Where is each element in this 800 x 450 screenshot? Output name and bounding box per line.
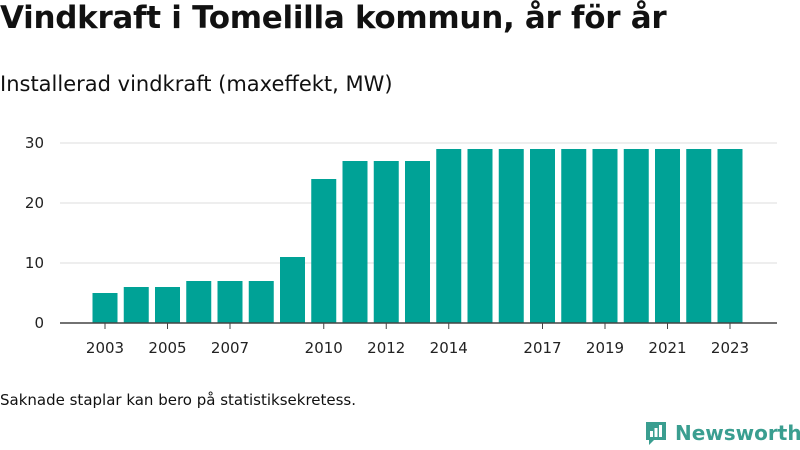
newsworthy-logo-icon (646, 422, 666, 445)
bar (655, 149, 680, 323)
bar (623, 149, 649, 323)
bar (311, 179, 337, 323)
x-tick-label: 2021 (648, 339, 686, 357)
x-tick-label: 2012 (367, 339, 405, 357)
bar (155, 287, 180, 323)
bar (280, 257, 305, 323)
brand-logo: Newsworthy (644, 420, 800, 446)
bar (248, 281, 274, 323)
bar (405, 161, 430, 323)
bars (92, 149, 743, 323)
x-tick-label: 2007 (211, 339, 249, 357)
bar (373, 161, 399, 323)
axes: 0 10 20 30 2003 2005 2007 2010 2012 2014 2017 2019 2… (25, 134, 777, 357)
bar (186, 281, 212, 323)
y-tick-label: 10 (25, 254, 44, 272)
x-tick-label: 2017 (523, 339, 561, 357)
x-tick-label: 2019 (586, 339, 624, 357)
chart-subtitle: Installerad vindkraft (maxeffekt, MW) (0, 72, 393, 96)
bar (436, 149, 462, 323)
bar (342, 161, 368, 323)
bar (592, 149, 618, 323)
y-tick-label: 20 (25, 194, 44, 212)
y-tick-label: 30 (25, 134, 44, 152)
bar (217, 281, 243, 323)
bar (467, 149, 493, 323)
x-tick-label: 2014 (430, 339, 468, 357)
bar (686, 149, 712, 323)
bar (92, 293, 118, 323)
chart-title: Vindkraft i Tomelilla kommun, år för år (0, 0, 667, 36)
x-tick-label: 2005 (148, 339, 186, 357)
bar (498, 149, 524, 323)
y-tick-label: 0 (34, 314, 44, 332)
bar (717, 149, 743, 323)
bar (123, 287, 149, 323)
x-tick-label: 2003 (86, 339, 124, 357)
bar (530, 149, 555, 323)
footnote: Saknade staplar kan bero på statistiksek… (0, 391, 357, 409)
bar (561, 149, 587, 323)
x-tick-label: 2010 (305, 339, 343, 357)
brand-name: Newsworthy (675, 421, 800, 445)
x-tick-label: 2023 (711, 339, 749, 357)
bar-chart: 0 10 20 30 2003 2005 2007 2010 2012 2014 2017 2019 2… (25, 134, 777, 357)
